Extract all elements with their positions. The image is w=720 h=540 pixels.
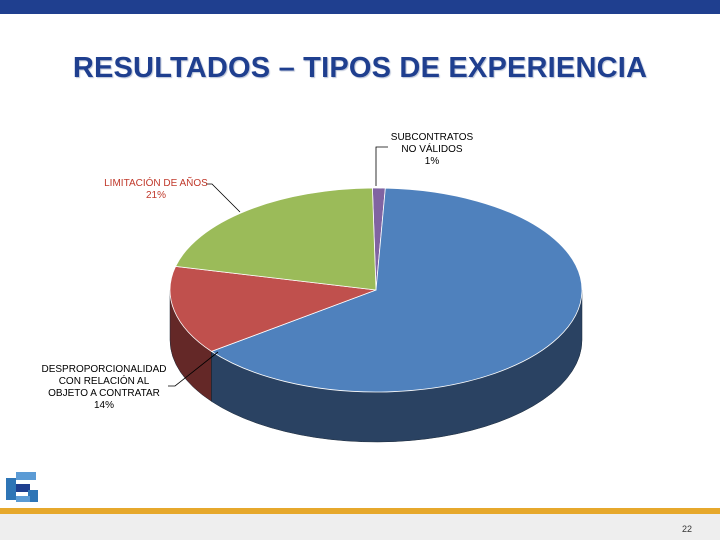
page-number: 22: [681, 524, 692, 534]
leader-line-0: [375, 146, 388, 186]
footer-band: [0, 514, 720, 540]
pie-tops: [169, 187, 583, 393]
data-label-3: LIMITACIÓN DE AÑOS 21%: [104, 176, 208, 201]
top-accent-bar: [0, 0, 720, 14]
leader-line-3: [206, 183, 241, 213]
pie-labels: SUBCONTRATOS NO VÁLIDOS 1% DESPROPORCIONALI…: [41, 132, 473, 411]
data-label-0: SUBCONTRATOS NO VÁLIDOS 1%: [391, 132, 474, 167]
pie-slice-3: [175, 187, 377, 291]
company-logo: [4, 470, 40, 504]
data-label-2: DESPROPORCIONALIDAD CON RELACIÓN AL OBJETO…: [41, 364, 166, 411]
slide-title: RESULTADOS – TIPOS DE EXPERIENCIA: [72, 52, 648, 84]
footer-accent-bar: [0, 508, 720, 514]
leader-line-2: [168, 351, 219, 387]
pie-slice-2: [169, 265, 377, 352]
pie-slice-1: [210, 187, 583, 393]
